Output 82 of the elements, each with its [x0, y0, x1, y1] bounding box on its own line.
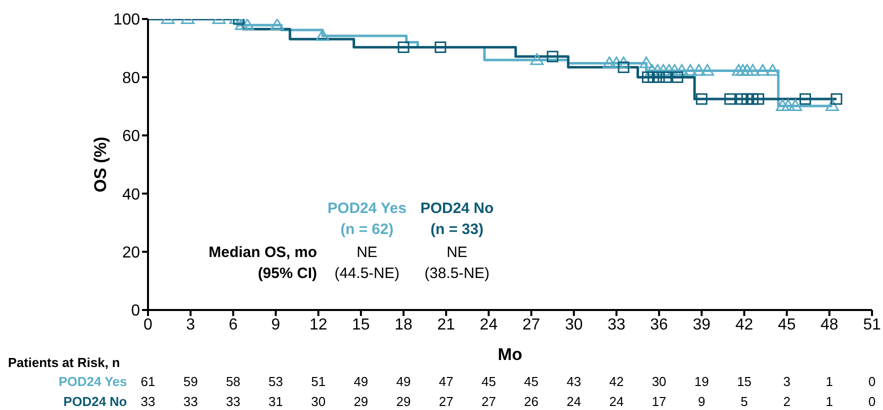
point	[316, 29, 330, 41]
point	[530, 53, 544, 65]
x-tick-label: 39	[692, 316, 711, 334]
y-tick-label: 80	[122, 70, 140, 87]
point	[700, 64, 714, 76]
text: 61 59 58 53 51 49 49 47 45 45 43 42 30 19 15 3 1 0	[140, 374, 876, 389]
point	[741, 93, 753, 105]
point	[662, 64, 676, 76]
point	[800, 93, 812, 105]
annotation: (44.5-NE)	[334, 264, 400, 284]
annotation: (n = 33)	[430, 220, 484, 240]
y-tick-label: 40	[122, 186, 140, 204]
x-tick-label: 33	[608, 316, 626, 334]
point	[640, 56, 654, 68]
point	[732, 64, 746, 76]
point	[826, 99, 839, 111]
point	[668, 64, 682, 76]
annotation: (n = 62)	[340, 220, 394, 240]
point	[610, 56, 624, 68]
x-tick-label: 3	[186, 316, 196, 334]
x-tick-label: 42	[735, 316, 754, 334]
x-tick-label: 18	[394, 316, 413, 334]
x-tick-label: 6	[228, 316, 238, 334]
text: POD24 Yes	[58, 374, 127, 389]
point	[830, 93, 842, 105]
y-tick-label: 100	[113, 12, 140, 29]
x-tick-label: 36	[650, 316, 668, 334]
x-tick-label: 12	[309, 316, 328, 334]
point	[736, 64, 750, 76]
x-tick-label: 0	[144, 316, 153, 334]
point	[240, 19, 254, 30]
text: POD24 No	[420, 199, 494, 219]
point	[642, 71, 654, 83]
annotation: (95% CI)	[256, 264, 317, 284]
point	[602, 56, 616, 68]
point	[270, 19, 284, 30]
annotation: (38.5-NE)	[424, 264, 490, 284]
annotation: Median OS, mo	[208, 243, 317, 263]
point	[546, 50, 558, 62]
point	[656, 64, 670, 76]
point	[752, 93, 764, 105]
point	[740, 64, 754, 76]
x-tick-label: 45	[778, 316, 796, 334]
y-tick-label: 20	[122, 244, 140, 262]
point	[645, 64, 659, 76]
point	[696, 93, 708, 105]
x-tick-label: 21	[437, 316, 456, 334]
y-tick-label: 60	[122, 128, 140, 146]
x-tick-label: 30	[564, 316, 583, 334]
text: Patients at Risk, n	[8, 355, 120, 370]
point	[766, 64, 780, 76]
point	[756, 64, 770, 76]
point	[616, 56, 630, 68]
x-tick-label: 27	[522, 316, 540, 334]
text: 33 33 33 31 30 29 29 27 27 26 24 24 17 9 5 2 1 0	[140, 394, 876, 409]
point	[724, 93, 736, 105]
point	[692, 64, 706, 76]
point	[788, 99, 802, 111]
point	[736, 93, 748, 105]
x-tick-label: 9	[271, 316, 280, 334]
text: POD24 No	[63, 394, 127, 409]
point	[618, 62, 630, 74]
point	[781, 99, 795, 111]
point	[398, 41, 410, 53]
point	[672, 71, 684, 83]
point	[776, 99, 790, 111]
x-tick-label: 51	[863, 316, 881, 334]
x-axis-title: Mo	[498, 345, 522, 364]
point	[660, 71, 672, 83]
point	[675, 64, 689, 76]
x-tick-label: 15	[352, 316, 370, 334]
point	[434, 41, 446, 53]
x-tick-label: 24	[480, 316, 498, 334]
annotation: NE	[446, 243, 468, 263]
y-axis-title: OS (%)	[91, 136, 110, 192]
text: POD24 Yes	[328, 199, 406, 219]
point	[653, 71, 665, 83]
x-tick-label: 48	[820, 316, 838, 334]
y-tick-label: 0	[131, 302, 140, 320]
annotation: NE	[356, 243, 378, 263]
point	[746, 64, 760, 76]
point	[684, 64, 698, 76]
